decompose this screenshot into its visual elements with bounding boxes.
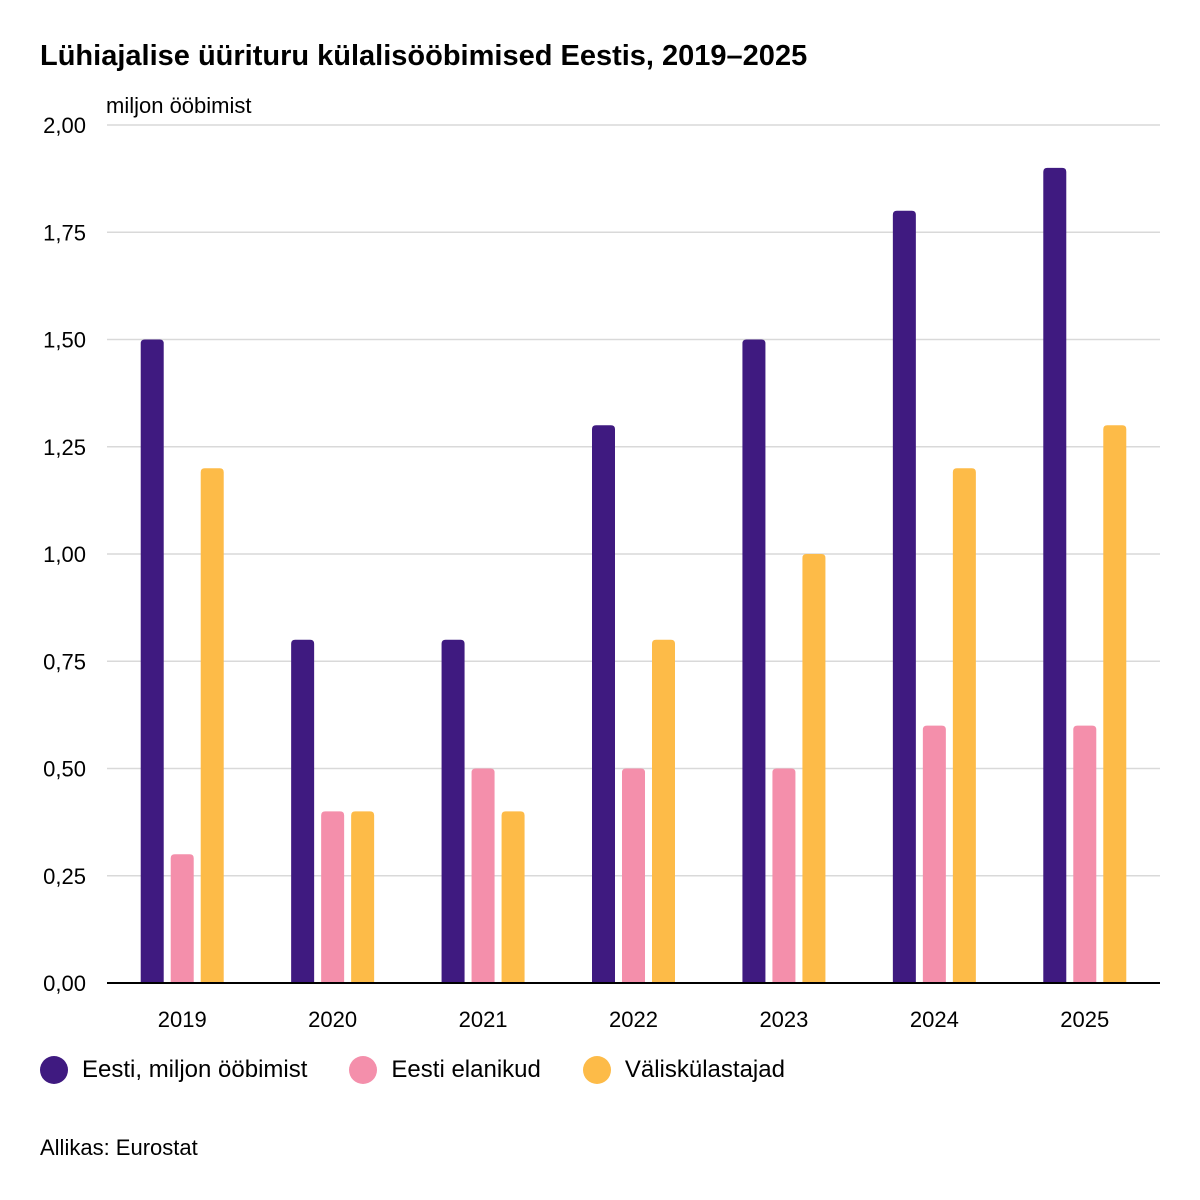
bar-2023-series-1 [772,768,796,983]
bars [140,167,1127,984]
y-tick-label: 2,00 [43,113,86,138]
x-tick-label: 2019 [158,1007,207,1032]
legend-item-vaeliskylastajad: Väliskülastajad [582,1056,785,1084]
x-tick-label: 2021 [459,1007,508,1032]
legend-label-eesti: Eesti, miljon ööbimist [82,1056,308,1083]
bar-2025-series-0 [1043,167,1067,983]
y-tick-label: 0,75 [43,649,86,674]
gridlines [107,124,1160,877]
legend-label-eesti-elanikud: Eesti elanikud [391,1056,541,1083]
bar-2025-series-1 [1073,725,1097,983]
chart-title: Lühiajalise üürituru külalisööbimised Ee… [40,40,808,72]
legend-item-eesti: Eesti, miljon ööbimist [40,1056,307,1084]
bar-2024-series-2 [952,468,976,983]
x-tick-label: 2025 [1060,1007,1109,1032]
x-tick-label: 2020 [308,1007,357,1032]
legend-swatch-vaeliskylastajad [582,1056,611,1084]
bar-2021-series-2 [501,811,525,983]
y-tick-label: 1,25 [43,435,86,460]
y-tick-label: 1,00 [43,542,86,567]
y-tick-label: 1,75 [43,220,86,245]
bar-2021-series-1 [471,768,495,983]
x-tick-label: 2022 [609,1007,658,1032]
y-tick-label: 1,50 [43,328,86,353]
bar-2021-series-0 [441,639,465,983]
bar-2019-series-2 [200,468,224,983]
bar-2020-series-1 [321,811,345,983]
y-tick-label: 0,50 [43,757,86,782]
x-axis-ticks: 2019 2020 2021 2022 2023 2024 2025 [158,1007,1110,1032]
bar-2022-series-2 [652,639,675,983]
bar-2020-series-2 [351,811,375,983]
y-axis-unit-label: miljon ööbimist [106,93,252,118]
bar-2020-series-0 [291,639,315,983]
bar-2024-series-1 [922,725,946,983]
y-axis-ticks: 0,00 0,25 0,50 0,75 1,00 1,25 1,50 1,75 2,00 [43,113,86,996]
legend: Eesti, miljon ööbimist Eesti elanikud Vä… [40,1056,827,1084]
bar-2025-series-2 [1103,425,1127,983]
legend-swatch-eesti [40,1056,68,1084]
bar-2024-series-0 [892,210,916,984]
y-tick-label: 0,00 [43,971,86,996]
source-note: Allikas: Eurostat [40,1135,198,1160]
bar-2023-series-0 [742,339,766,983]
y-tick-label: 0,25 [43,864,86,889]
bar-2023-series-2 [802,554,826,983]
bar-2022-series-1 [622,768,645,983]
bar-2019-series-0 [140,339,164,983]
legend-swatch-eesti-elanikud [349,1056,378,1084]
bar-2022-series-0 [592,425,615,983]
legend-item-eesti-elanikud: Eesti elanikud [349,1056,541,1084]
x-tick-label: 2023 [759,1007,808,1032]
bar-2019-series-1 [170,854,194,983]
legend-label-vaeliskylastajad: Väliskülastajad [624,1056,785,1083]
x-tick-label: 2024 [910,1007,959,1032]
bar-chart: 0,00 0,25 0,50 0,75 1,00 1,25 1,50 1,75 2,00 201… [43,113,1160,1032]
